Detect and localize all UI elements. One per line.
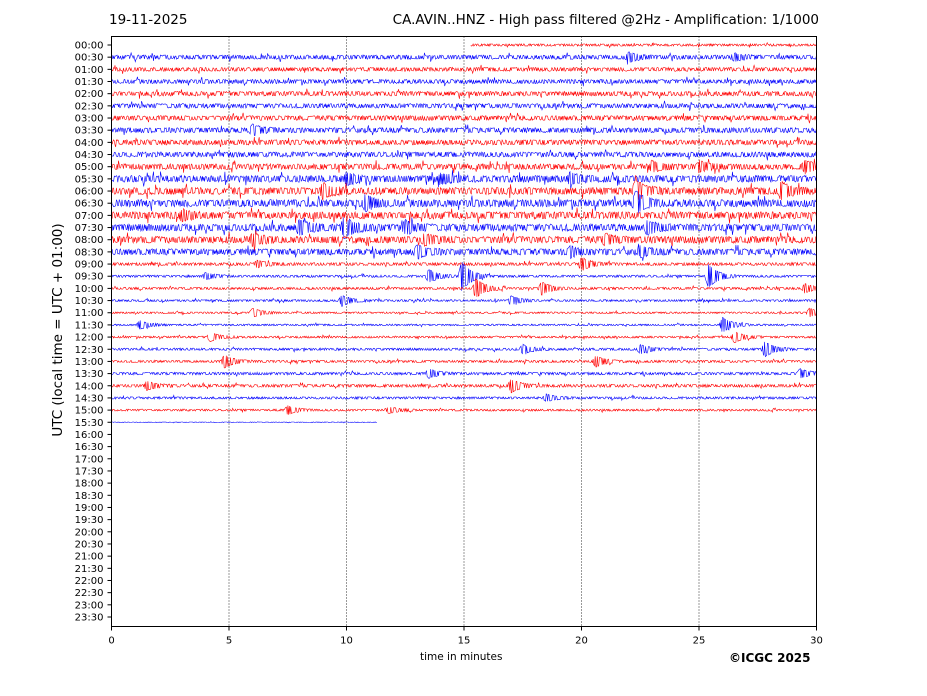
chart-date: 19-11-2025 bbox=[109, 12, 188, 28]
y-axis-label: UTC (local time = UTC + 01:00) bbox=[50, 223, 66, 437]
trace-0300 bbox=[111, 112, 817, 124]
trace-0630 bbox=[111, 190, 817, 214]
trace-0230 bbox=[111, 100, 817, 112]
trace-1300 bbox=[111, 355, 817, 369]
y-tick-label: 14:00 bbox=[75, 381, 104, 392]
x-tick-label: 30 bbox=[810, 636, 823, 647]
y-tick-label: 18:30 bbox=[75, 491, 104, 502]
y-tick-label: 21:00 bbox=[75, 552, 104, 563]
y-tick-label: 18:00 bbox=[75, 479, 104, 490]
y-tick-label: 20:30 bbox=[75, 539, 104, 550]
y-tick-label: 01:00 bbox=[75, 65, 104, 76]
y-tick-label: 10:30 bbox=[75, 296, 104, 307]
x-tick-label: 10 bbox=[340, 636, 353, 647]
y-tick-label: 19:30 bbox=[75, 515, 104, 526]
y-tick-label: 12:00 bbox=[75, 333, 104, 344]
trace-1430 bbox=[111, 393, 817, 403]
x-axis: 0 5 10 15 20 25 30 bbox=[108, 626, 823, 647]
trace-0100 bbox=[111, 64, 817, 75]
trace-0730 bbox=[111, 217, 817, 240]
trace-1500 bbox=[111, 405, 817, 415]
trace-0600 bbox=[111, 175, 817, 201]
trace-0330 bbox=[111, 123, 817, 136]
x-tick-label: 25 bbox=[693, 636, 706, 647]
x-tick-label: 20 bbox=[575, 636, 588, 647]
y-tick-label: 05:30 bbox=[75, 174, 104, 185]
y-tick-label: 23:30 bbox=[75, 612, 104, 623]
trace-0930 bbox=[111, 262, 817, 291]
trace-1330 bbox=[111, 367, 817, 379]
trace-1400 bbox=[111, 379, 817, 394]
y-tick-label: 14:30 bbox=[75, 393, 104, 404]
y-tick-label: 11:00 bbox=[75, 308, 104, 319]
trace-0200 bbox=[111, 88, 817, 99]
y-tick-label: 13:00 bbox=[75, 357, 104, 368]
trace-1200 bbox=[111, 331, 817, 343]
y-tick-label: 20:00 bbox=[75, 527, 104, 538]
trace-0800 bbox=[111, 230, 817, 252]
y-tick-label: 16:00 bbox=[75, 430, 104, 441]
y-tick-label: 08:00 bbox=[75, 235, 104, 246]
chart-title: CA.AVIN..HNZ - High pass filtered @2Hz -… bbox=[392, 12, 819, 28]
y-tick-label: 02:30 bbox=[75, 101, 104, 112]
x-tick-label: 15 bbox=[458, 636, 471, 647]
trace-1130 bbox=[111, 316, 817, 332]
y-tick-label: 00:00 bbox=[75, 41, 104, 52]
y-tick-label: 03:00 bbox=[75, 114, 104, 125]
trace-layer bbox=[111, 41, 817, 424]
y-tick-label: 07:00 bbox=[75, 211, 104, 222]
y-tick-label: 15:00 bbox=[75, 406, 104, 417]
x-tick-label: 5 bbox=[226, 636, 232, 647]
trace-1230 bbox=[111, 341, 817, 358]
y-tick-label: 21:30 bbox=[75, 564, 104, 575]
y-tick-label: 17:30 bbox=[75, 466, 104, 477]
y-tick-label: 00:30 bbox=[75, 53, 104, 64]
y-tick-label: 06:00 bbox=[75, 187, 104, 198]
trace-0030 bbox=[111, 51, 817, 65]
y-tick-label: 15:30 bbox=[75, 418, 104, 429]
trace-0700 bbox=[111, 207, 817, 224]
y-tick-label: 06:30 bbox=[75, 199, 104, 210]
y-tick-label: 05:00 bbox=[75, 162, 104, 173]
y-tick-label: 10:00 bbox=[75, 284, 104, 295]
x-tick-label: 0 bbox=[108, 636, 114, 647]
y-tick-label: 07:30 bbox=[75, 223, 104, 234]
y-tick-label: 01:30 bbox=[75, 77, 104, 88]
y-tick-label: 04:00 bbox=[75, 138, 104, 149]
trace-0530 bbox=[111, 170, 817, 190]
y-tick-label: 23:00 bbox=[75, 600, 104, 611]
copyright-text: ©ICGC 2025 bbox=[729, 651, 811, 665]
trace-1530 bbox=[111, 421, 377, 424]
grid-layer bbox=[228, 36, 700, 627]
trace-0830 bbox=[111, 243, 817, 261]
trace-0430 bbox=[111, 149, 817, 161]
x-axis-label: time in minutes bbox=[420, 651, 503, 663]
y-tick-label: 22:00 bbox=[75, 576, 104, 587]
trace-0500 bbox=[111, 158, 817, 175]
trace-1100 bbox=[111, 307, 817, 318]
y-tick-label: 08:30 bbox=[75, 247, 104, 258]
trace-0400 bbox=[111, 136, 817, 148]
y-tick-label: 17:00 bbox=[75, 454, 104, 465]
y-tick-label: 12:30 bbox=[75, 345, 104, 356]
y-tick-label: 16:30 bbox=[75, 442, 104, 453]
y-tick-label: 19:00 bbox=[75, 503, 104, 514]
y-tick-label: 22:30 bbox=[75, 588, 104, 599]
y-tick-label: 02:00 bbox=[75, 89, 104, 100]
y-tick-label: 03:30 bbox=[75, 126, 104, 137]
trace-1030 bbox=[111, 295, 817, 307]
trace-0000 bbox=[470, 41, 817, 49]
trace-0130 bbox=[111, 76, 817, 87]
y-tick-label: 09:00 bbox=[75, 260, 104, 271]
y-tick-label: 09:30 bbox=[75, 272, 104, 283]
y-tick-label: 04:30 bbox=[75, 150, 104, 161]
y-tick-label: 13:30 bbox=[75, 369, 104, 380]
y-tick-label: 11:30 bbox=[75, 320, 104, 331]
trace-1000 bbox=[111, 278, 817, 297]
